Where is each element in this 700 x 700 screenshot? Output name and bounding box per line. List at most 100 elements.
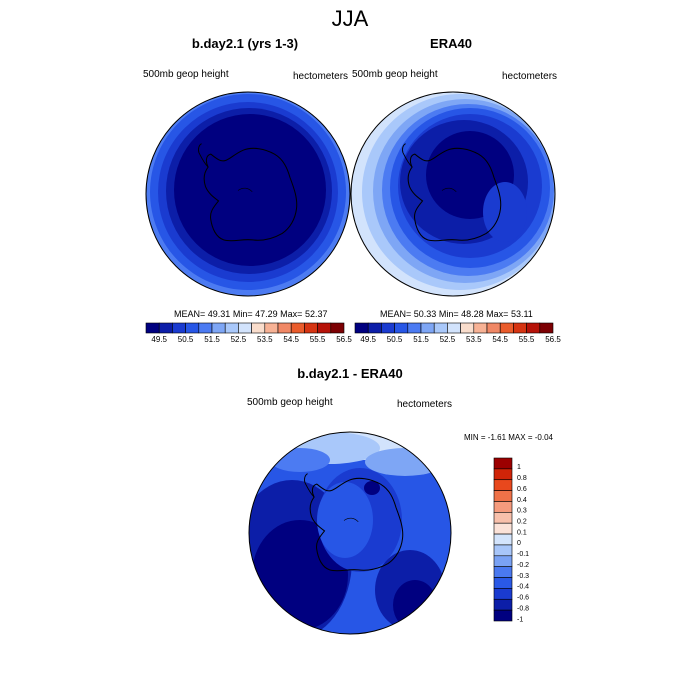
colorbar-swatch bbox=[304, 322, 318, 334]
colorbar-swatch bbox=[493, 555, 513, 567]
panel-2-field-label: 500mb geop height bbox=[352, 69, 438, 80]
colorbar-swatch bbox=[367, 322, 382, 334]
colorbar-swatch bbox=[407, 322, 422, 334]
map-diff-panel bbox=[249, 432, 451, 634]
contour-band bbox=[365, 448, 445, 476]
panel-2-stats: MEAN= 50.33 Min= 48.28 Max= 53.11 bbox=[380, 309, 533, 319]
stat-mean-value: 50.33 bbox=[413, 309, 437, 319]
stat-max-label: Max= bbox=[280, 309, 303, 319]
colorbar-tick-label: -0.6 bbox=[517, 595, 529, 602]
colorbar-swatch bbox=[493, 588, 513, 600]
colorbar-tick-label: 52.5 bbox=[231, 335, 247, 344]
stat-mean-value: 49.31 bbox=[207, 309, 231, 319]
colorbar-tick-label: -0.4 bbox=[517, 584, 529, 591]
contour-band bbox=[364, 481, 380, 495]
colorbar-tick-label: 50.5 bbox=[178, 335, 194, 344]
colorbar-swatch bbox=[493, 501, 513, 513]
diff-max-label: MAX = bbox=[508, 433, 533, 442]
diff-min-value: -1.61 bbox=[487, 433, 507, 442]
colorbar-swatch bbox=[493, 609, 513, 622]
diff-units: hectometers bbox=[397, 399, 453, 410]
colorbar-tick-label: 53.5 bbox=[257, 335, 273, 344]
colorbar-tick-label: -0.2 bbox=[517, 562, 529, 569]
stat-min-value: 47.29 bbox=[255, 309, 278, 319]
colorbar-tick-label: 51.5 bbox=[204, 335, 220, 344]
colorbar-swatch bbox=[460, 322, 475, 334]
colorbar-tick-label: 0.8 bbox=[517, 475, 527, 482]
diff-field-label: 500mb geop height bbox=[247, 397, 333, 408]
colorbar-swatch bbox=[158, 322, 173, 334]
colorbar-swatch bbox=[198, 322, 213, 334]
colorbar-swatch bbox=[224, 322, 239, 334]
colorbar-swatch bbox=[493, 512, 513, 524]
panel-2-units: hectometers bbox=[502, 71, 558, 82]
colorbar-swatch bbox=[330, 322, 345, 334]
colorbar-swatch bbox=[420, 322, 435, 334]
colorbar-swatch bbox=[493, 577, 513, 589]
colorbar-tick-label: 50.5 bbox=[387, 335, 403, 344]
colorbar-tick-label: 0.1 bbox=[517, 529, 527, 536]
colorbar-swatch bbox=[493, 468, 513, 481]
colorbar-tick-label: 0.6 bbox=[517, 486, 527, 493]
stat-max-label: Max= bbox=[486, 309, 509, 319]
colorbar-swatch bbox=[486, 322, 501, 334]
colorbar-panel-1: 49.5 50.5 51.5 52.5 53.5 54.5 55.5 56.5 bbox=[145, 322, 352, 344]
colorbar-swatch bbox=[499, 322, 514, 334]
colorbar-swatch bbox=[433, 322, 448, 334]
colorbar-swatch bbox=[317, 322, 332, 334]
diff-min-label: MIN = bbox=[464, 433, 486, 442]
colorbar-tick-label: -1 bbox=[517, 616, 523, 623]
colorbar-swatch bbox=[211, 322, 226, 334]
colorbar-swatch bbox=[354, 322, 369, 334]
colorbar-tick-label: 0.3 bbox=[517, 508, 527, 515]
colorbar-swatch bbox=[493, 479, 513, 491]
colorbar-swatch bbox=[539, 322, 554, 334]
diff-panel-title: b.day2.1 - ERA40 bbox=[297, 366, 403, 381]
colorbar-tick-label: 0 bbox=[517, 540, 521, 547]
panel-1-units: hectometers bbox=[293, 71, 349, 82]
colorbar-diff: 1 0.8 0.6 0.4 0.3 0.2 0.1 0 -0.1 -0.2 -0.3 -0.4 -0.6… bbox=[493, 457, 529, 623]
colorbar-swatch bbox=[447, 322, 461, 334]
colorbar-tick-label: 0.4 bbox=[517, 497, 527, 504]
panel-1-title: b.day2.1 (yrs 1-3) bbox=[191, 36, 299, 51]
colorbar-swatch bbox=[493, 533, 513, 546]
panel-1-field-label: 500mb geop height bbox=[143, 69, 229, 80]
contour-band bbox=[483, 182, 527, 242]
map-border bbox=[350, 91, 556, 297]
colorbar-swatch bbox=[526, 322, 541, 334]
stat-min-value: 48.28 bbox=[461, 309, 484, 319]
colorbar-swatch bbox=[493, 490, 513, 502]
colorbar-tick-label: 49.5 bbox=[360, 335, 376, 344]
colorbar-swatch bbox=[493, 566, 513, 578]
colorbar-swatch bbox=[394, 322, 409, 334]
colorbar-tick-label: -0.8 bbox=[517, 605, 529, 612]
colorbar-swatch bbox=[172, 322, 186, 334]
colorbar-tick-label: 53.5 bbox=[466, 335, 482, 344]
page-title: JJA bbox=[331, 6, 369, 31]
stat-min-label: Min= bbox=[438, 309, 459, 319]
colorbar-swatch bbox=[493, 544, 513, 557]
colorbar-swatch bbox=[145, 322, 160, 334]
map-panel-2 bbox=[351, 92, 555, 296]
colorbar-tick-label: 49.5 bbox=[151, 335, 167, 344]
colorbar-tick-label: 54.5 bbox=[283, 335, 299, 344]
colorbar-swatch bbox=[251, 322, 266, 334]
stat-max-value: 53.11 bbox=[510, 309, 533, 319]
colorbar-swatch bbox=[473, 322, 488, 334]
colorbar-tick-label: 0.2 bbox=[517, 518, 527, 525]
panel-1-stats: MEAN= 49.31 Min= 47.29 Max= 52.37 bbox=[174, 309, 327, 319]
colorbar-swatch bbox=[513, 322, 527, 334]
colorbar-tick-label: 51.5 bbox=[413, 335, 429, 344]
colorbar-swatch bbox=[264, 322, 279, 334]
colorbar-tick-label: -0.1 bbox=[517, 551, 529, 558]
stat-mean-label: MEAN= bbox=[174, 309, 206, 319]
contour-band bbox=[270, 448, 330, 472]
colorbar-swatch bbox=[185, 322, 200, 334]
stat-mean-label: MEAN= bbox=[380, 309, 412, 319]
map-panel-1 bbox=[146, 92, 350, 296]
panel-2-title: ERA40 bbox=[430, 36, 472, 51]
colorbar-swatch bbox=[277, 322, 292, 334]
stat-min-label: Min= bbox=[232, 309, 253, 319]
colorbar-tick-label: 55.5 bbox=[310, 335, 326, 344]
